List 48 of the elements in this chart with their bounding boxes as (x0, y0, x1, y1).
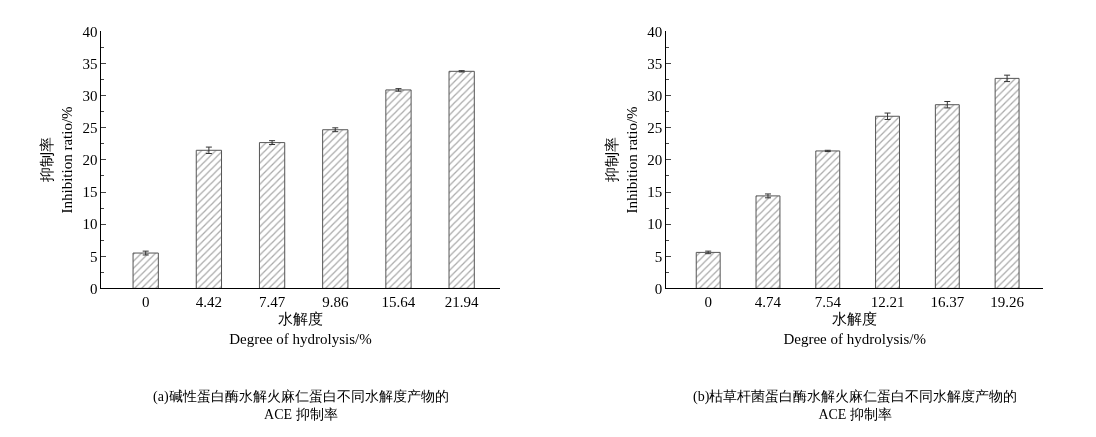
y-tick-label: 0 (89, 280, 98, 297)
y-tick-label: 25 (82, 120, 98, 137)
y-tick-label: 10 (647, 216, 663, 233)
x-tick-label: 0 (704, 294, 712, 311)
bar (934, 104, 960, 289)
y-tick-label: 35 (82, 55, 98, 72)
y-tick-label: 15 (647, 184, 663, 201)
x-tick-label: 15.64 (381, 294, 416, 311)
x-axis-title: 水解度 Degree of hydrolysis/% (229, 311, 372, 347)
x-tick-label: 9.86 (322, 294, 349, 311)
x-tick-label: 4.74 (754, 294, 782, 311)
bar (755, 195, 781, 289)
x-tick-label: 7.54 (814, 294, 842, 311)
bar (132, 252, 159, 289)
text: (a)碱性蛋白酶水解火麻仁蛋白不同水解度产物的 ACE 抑制率 (153, 389, 449, 423)
y-tick-label: 5 (89, 248, 98, 265)
bar (258, 142, 286, 289)
y-tick-label: 20 (647, 152, 663, 169)
bar (875, 115, 900, 289)
y-axis-title: 抑制率 Inhibition ratio/% (604, 106, 640, 214)
y-tick-label: 15 (82, 184, 98, 201)
y-tick-label: 25 (647, 120, 663, 137)
x-tick-label: 19.26 (990, 294, 1025, 311)
y-tick-label: 40 (82, 23, 98, 40)
bar (322, 129, 349, 289)
y-tick-label: 40 (647, 23, 663, 40)
x-tick-label: 12.21 (870, 294, 905, 311)
bar (994, 77, 1020, 289)
y-tick-label: 5 (654, 248, 663, 265)
bar (815, 150, 841, 289)
x-tick-label: 16.37 (930, 294, 965, 311)
bar (695, 251, 721, 289)
text: (b)枯草杆菌蛋白酶水解火麻仁蛋白不同水解度产物的 ACE 抑制率 (693, 389, 1018, 423)
y-tick-label: 0 (654, 280, 663, 297)
x-tick-label: 0 (141, 294, 150, 311)
y-axis-title: 抑制率 Inhibition ratio/% (39, 106, 75, 214)
x-tick-label: 21.94 (444, 294, 480, 311)
y-tick-label: 10 (82, 216, 98, 233)
bar (385, 89, 412, 289)
y-tick-label: 30 (82, 87, 98, 104)
x-tick-label: 4.42 (195, 294, 223, 311)
x-axis-title: 水解度 Degree of hydrolysis/% (783, 311, 926, 347)
y-tick-label: 35 (647, 55, 663, 72)
y-tick-label: 20 (82, 152, 98, 169)
y-tick-label: 30 (647, 87, 663, 104)
bar (195, 149, 223, 289)
x-tick-label: 7.47 (258, 294, 286, 311)
bar (448, 70, 475, 289)
